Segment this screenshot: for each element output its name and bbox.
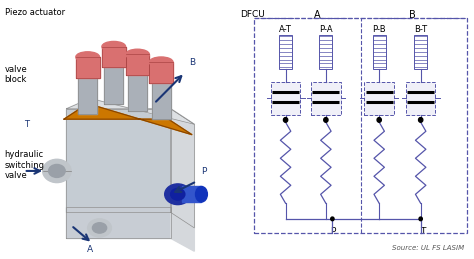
Text: P: P <box>201 167 207 176</box>
Text: B: B <box>409 10 416 20</box>
Ellipse shape <box>149 57 173 67</box>
Ellipse shape <box>195 186 208 202</box>
Ellipse shape <box>102 41 126 52</box>
Bar <box>254 18 467 233</box>
Text: A-T: A-T <box>279 25 292 34</box>
Polygon shape <box>66 207 171 238</box>
Circle shape <box>377 118 381 122</box>
Text: hydraulic
switching
valve: hydraulic switching valve <box>5 150 45 180</box>
Ellipse shape <box>88 219 111 237</box>
Polygon shape <box>126 54 149 75</box>
Text: Piezo actuator: Piezo actuator <box>5 8 65 17</box>
Bar <box>373 35 386 69</box>
Polygon shape <box>102 47 126 67</box>
Text: DFCU: DFCU <box>240 10 265 19</box>
Bar <box>365 82 394 115</box>
Text: T: T <box>420 227 426 236</box>
Bar <box>271 82 301 115</box>
Text: A: A <box>314 10 321 20</box>
Text: P-A: P-A <box>319 25 333 34</box>
Polygon shape <box>66 98 194 124</box>
Bar <box>414 35 427 69</box>
Ellipse shape <box>171 189 185 200</box>
Bar <box>319 35 332 69</box>
Ellipse shape <box>76 52 100 62</box>
Bar <box>406 82 436 115</box>
Polygon shape <box>171 207 194 251</box>
Text: A: A <box>87 245 93 254</box>
Polygon shape <box>171 109 194 228</box>
Text: B-T: B-T <box>414 25 427 34</box>
Polygon shape <box>182 186 201 202</box>
Text: Source: UL FS LASIM: Source: UL FS LASIM <box>392 245 465 251</box>
Circle shape <box>331 217 334 221</box>
Polygon shape <box>104 57 123 104</box>
Circle shape <box>419 118 423 122</box>
Polygon shape <box>78 67 97 114</box>
Text: valve
block: valve block <box>5 65 27 84</box>
Polygon shape <box>66 109 171 212</box>
Polygon shape <box>76 57 100 78</box>
Circle shape <box>283 118 288 122</box>
Text: B: B <box>190 58 196 67</box>
Ellipse shape <box>43 159 71 183</box>
Text: P: P <box>330 227 335 236</box>
Text: T: T <box>24 120 29 129</box>
Text: P-B: P-B <box>373 25 386 34</box>
Ellipse shape <box>48 164 65 177</box>
Ellipse shape <box>165 184 191 205</box>
Circle shape <box>419 217 422 221</box>
Polygon shape <box>128 65 147 111</box>
Circle shape <box>324 118 328 122</box>
Polygon shape <box>149 62 173 83</box>
Bar <box>311 82 341 115</box>
Bar <box>279 35 292 69</box>
Ellipse shape <box>92 223 107 233</box>
Polygon shape <box>64 104 192 135</box>
Ellipse shape <box>126 49 149 60</box>
Polygon shape <box>152 73 171 119</box>
